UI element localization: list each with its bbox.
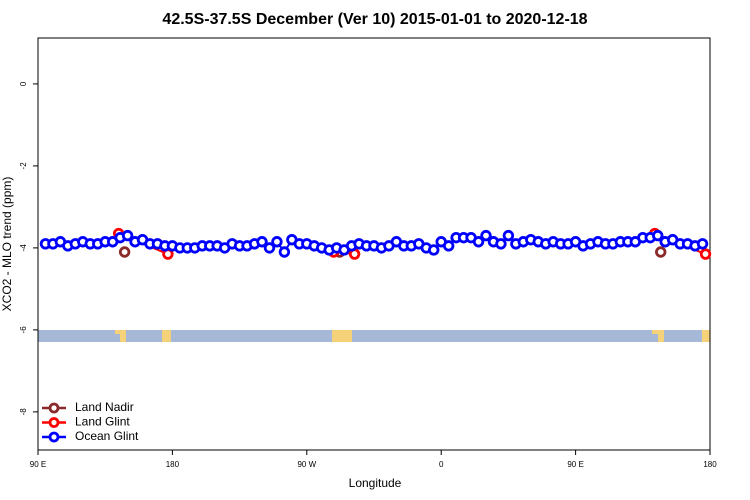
data-point [442,240,455,252]
y-axis-label: XCO2 - MLO trend (ppm) [0,177,14,312]
data-point [699,248,712,260]
x-axis-label: Longitude [349,476,402,490]
data-point [472,236,485,248]
x-tick-label: 180 [703,460,717,469]
data-point [495,238,507,250]
legend-marker [48,402,60,414]
data-point [480,229,492,242]
data-point [278,246,291,258]
legend-marker [48,417,60,428]
x-tick-label: 0 [439,460,444,469]
data-point [428,244,440,256]
data-point [652,229,664,242]
legend-marker [48,431,60,443]
legend-label: Land Nadir [75,400,134,414]
data-point [271,236,283,248]
x-tick-label: 90 E [567,460,583,469]
data-point [502,229,515,242]
data-point [256,236,268,248]
data-point [118,246,131,258]
data-point [696,238,709,250]
y-tick-label: -2 [19,162,28,170]
y-tick-label: -8 [19,408,28,416]
y-tick-label: 0 [19,81,28,86]
y-tick-label: -6 [19,326,28,334]
legend-label: Ocean Glint [75,429,139,443]
x-tick-label: 180 [166,460,180,469]
data-point [121,229,134,242]
data-point [263,242,276,254]
plot-frame [37,37,711,451]
chart-title: 42.5S-37.5S December (Ver 10) 2015-01-01… [162,11,587,28]
legend-label: Land Glint [75,415,130,429]
x-tick-label: 90 E [30,460,46,469]
land-mask-strip [38,330,710,342]
data-point [655,246,667,258]
y-tick-label: -4 [19,244,28,252]
x-tick-label: 90 W [297,460,316,469]
